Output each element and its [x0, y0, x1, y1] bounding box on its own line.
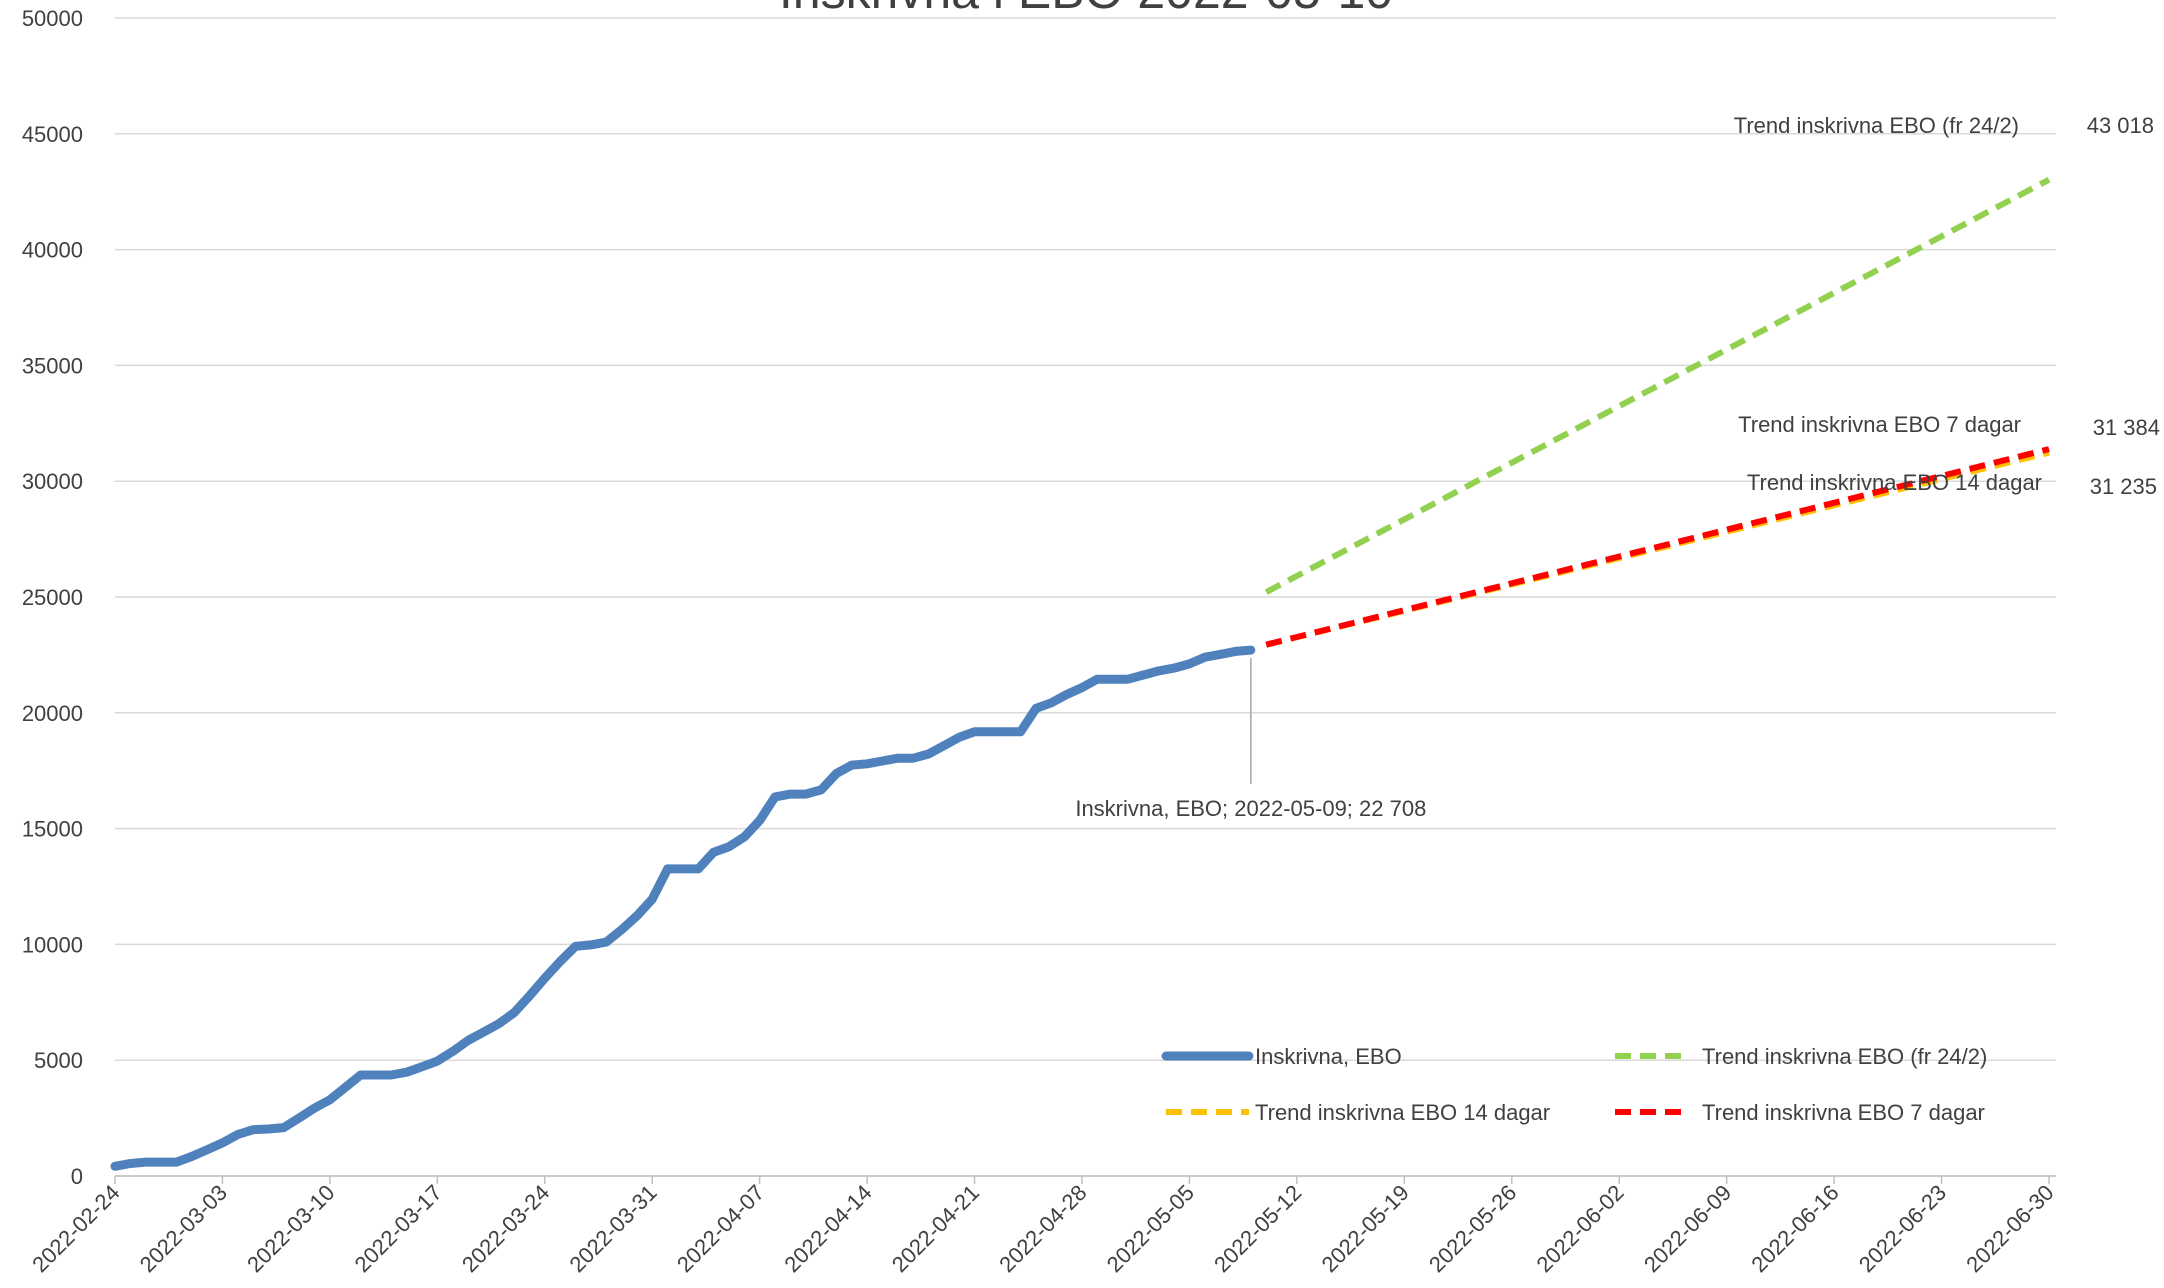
x-tick-label: 2022-06-30	[1961, 1180, 2058, 1277]
x-tick-label: 2022-06-16	[1746, 1180, 1843, 1277]
y-tick-label: 40000	[22, 238, 83, 263]
x-tick-label: 2022-06-09	[1639, 1180, 1736, 1277]
y-tick-label: 10000	[22, 932, 83, 957]
series-line	[110, 645, 1256, 1171]
x-tick-label: 2022-03-24	[457, 1180, 554, 1277]
x-tick-label: 2022-06-23	[1854, 1180, 1951, 1277]
trend-label: Trend inskrivna EBO 14 dagar	[1747, 470, 2042, 495]
x-tick-label: 2022-04-14	[779, 1180, 876, 1277]
y-tick-label: 35000	[22, 353, 83, 378]
y-tick-label: 45000	[22, 122, 83, 147]
y-tick-label: 50000	[22, 6, 83, 31]
annotation: Inskrivna, EBO; 2022-05-09; 22 708	[1075, 796, 1426, 821]
x-tick-label: 2022-04-28	[994, 1180, 1091, 1277]
legend-label: Trend inskrivna EBO 7 dagar	[1702, 1100, 1985, 1125]
value-label: 31 235	[2090, 474, 2157, 499]
x-tick-label: 2022-04-07	[672, 1180, 769, 1277]
x-tick-label: 2022-02-24	[27, 1180, 124, 1277]
trend-label: Trend inskrivna EBO (fr 24/2)	[1734, 113, 2019, 138]
value-label: 31 384	[2093, 415, 2160, 440]
y-tick-label: 20000	[22, 701, 83, 726]
series-line	[1264, 177, 2051, 595]
y-tick-label: 5000	[34, 1048, 83, 1073]
x-tick-label: 2022-03-10	[242, 1180, 339, 1277]
x-tick-label: 2022-03-03	[135, 1180, 232, 1277]
legend-label: Trend inskrivna EBO 14 dagar	[1255, 1100, 1550, 1125]
y-tick-label: 15000	[22, 817, 83, 842]
legend-label: Trend inskrivna EBO (fr 24/2)	[1702, 1044, 1987, 1069]
y-tick-label: 0	[71, 1164, 83, 1189]
chart-title: Inskrivna i EBO 2022-05-10	[779, 0, 1393, 19]
series-line	[1265, 446, 2050, 648]
x-tick-label: 2022-05-05	[1102, 1180, 1199, 1277]
x-tick-label: 2022-04-21	[887, 1180, 984, 1277]
legend-label: Inskrivna, EBO	[1255, 1044, 1402, 1069]
x-tick-label: 2022-05-12	[1209, 1180, 1306, 1277]
y-tick-label: 25000	[22, 585, 83, 610]
value-label: 43 018	[2087, 113, 2154, 138]
x-tick-label: 2022-03-17	[350, 1180, 447, 1277]
trend-label: Trend inskrivna EBO 7 dagar	[1738, 412, 2021, 437]
x-tick-label: 2022-03-31	[564, 1180, 661, 1277]
y-tick-label: 30000	[22, 469, 83, 494]
x-tick-label: 2022-05-19	[1317, 1180, 1414, 1277]
x-tick-label: 2022-05-26	[1424, 1180, 1521, 1277]
x-tick-label: 2022-06-02	[1531, 1180, 1628, 1277]
